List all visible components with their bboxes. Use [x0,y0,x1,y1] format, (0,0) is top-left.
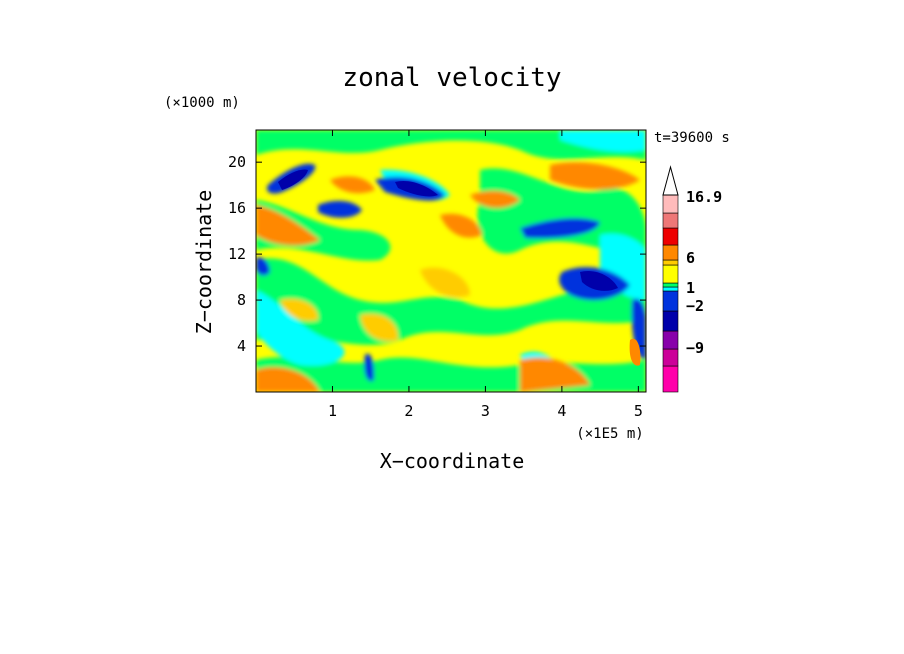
x-tick-label-0: 1 [328,402,337,420]
field-green-left [256,200,391,261]
colorbar-segment-3 [662,310,679,332]
x-tick-label-2: 3 [481,402,490,420]
field-core-1 [278,169,308,190]
y-tick-label-1: 8 [237,291,246,309]
x-unit-label: (×1E5 m) [576,426,643,442]
colorbar-segment-10 [662,227,679,246]
field-orange-3 [470,190,520,208]
chart-title: zonal velocity [342,63,561,93]
x-tick-label-3: 4 [557,402,566,420]
y-unit-label: (×1000 m) [164,95,240,111]
colorbar-segment-8 [662,259,679,266]
colorbar-label-1: 6 [686,249,695,267]
field-orange-1 [256,205,320,246]
y-axis-label: Z−coordinate [192,190,216,335]
colorbar-label-0: 16.9 [686,188,722,206]
field-gold-2 [420,267,470,298]
field-core-4 [629,338,641,366]
field-cyan-left [256,290,345,366]
colorbar-segment-12 [662,194,679,214]
time-label: t=39600 s [654,130,730,146]
y-tick-label-3: 16 [228,199,246,217]
colorbar-segment-6 [662,282,679,288]
field-blue-4 [520,218,600,239]
colorbar-segment-2 [662,330,679,350]
y-tick-label-2: 12 [228,245,246,263]
colorbar-overflow-arrow [662,165,679,196]
field-orange-2 [330,176,375,194]
field-orange-5 [440,213,482,238]
field-core-2 [395,180,438,197]
field-orange-7 [256,367,320,392]
x-tick-label-1: 2 [404,402,413,420]
field-core-3 [580,270,618,291]
field-cyan-top [560,130,646,152]
colorbar-segment-0 [662,365,679,393]
field-gold-1 [360,313,399,342]
field-green-top [256,130,646,160]
field-orange-6 [520,357,590,392]
plot-frame [255,129,647,393]
field-green-mid [256,258,646,345]
field-blue-6 [256,257,270,276]
y-tick-label-0: 4 [237,337,246,355]
colorbar-label-3: −2 [686,297,704,315]
colorbar-segment-11 [662,212,679,229]
y-tick-label-4: 20 [228,153,246,171]
colorbar: 16.9 6 1−2 −9 [662,165,722,393]
field-blue-2 [318,200,362,218]
colorbar-segment-4 [662,290,679,312]
colorbar-label-4: −9 [686,339,704,357]
field-gold-3 [280,298,319,321]
colorbar-segment-1 [662,348,679,367]
field-orange-4 [550,162,640,190]
field-blue-8 [364,353,375,382]
colorbar-segment-7 [662,264,679,284]
x-axis-label: X−coordinate [380,449,525,473]
colorbar-label-2: 1 [686,279,695,297]
colorbar-segment-9 [662,244,679,261]
colorbar-segment-5 [662,286,679,292]
heatmap-field [256,130,646,392]
x-tick-label-4: 5 [634,402,643,420]
